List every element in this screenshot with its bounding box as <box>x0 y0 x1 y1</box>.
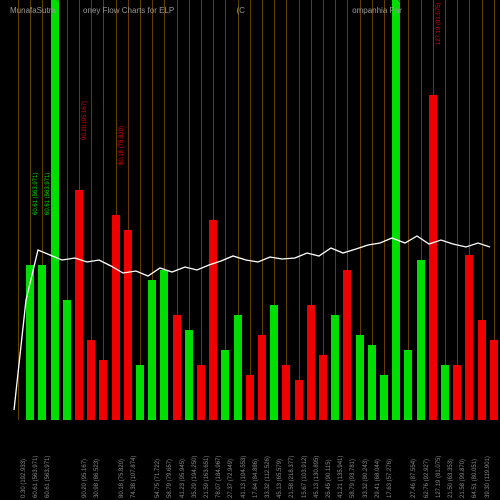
x-axis-label: 27.37 (72.949) <box>228 459 234 498</box>
chart-title: MunafaSutra oney Flow Charts for ELP (C … <box>0 6 500 15</box>
x-axis-label: 45.13 (130.895) <box>314 456 320 498</box>
x-axis-label: 60.61 (563.971) <box>45 456 51 498</box>
x-axis-label: 62.76 (92.927) <box>424 459 430 498</box>
x-axis-label: 74.38 (107.874) <box>131 456 137 498</box>
x-axis-label: 58.79 (79.657) <box>167 459 173 498</box>
x-axis-label: 25.45 (90.115) <box>326 459 332 498</box>
x-axis-label: 33.32 (112.526) <box>265 456 271 498</box>
x-axis-label: 41.13 (104.553) <box>241 456 247 498</box>
bar-note: 238.78 (160.657) <box>58 0 64 2</box>
x-axis-label: 127.19 (81.075) <box>436 456 442 498</box>
x-axis-label: 39.30 (119.901) <box>485 456 491 498</box>
x-axis-label: 35.29 (194.250) <box>192 456 198 498</box>
x-axis-label: 58.79 (93.781) <box>350 459 356 498</box>
bar-note: 60.61 (563.971) <box>33 173 39 215</box>
overlay-line <box>0 0 500 420</box>
x-axis-label: 54.75 (71.722) <box>155 459 161 498</box>
bar-note: 238.78 (89.328) <box>399 0 405 2</box>
chart-container: MunafaSutra oney Flow Charts for ELP (C … <box>0 0 500 500</box>
x-axis-label: 90.20 (95.167) <box>82 459 88 498</box>
x-axis-label: 27.46 (87.554) <box>411 459 417 498</box>
x-axis-label: 17.64 (84.886) <box>253 459 259 498</box>
bar-note: 80.18 (75.820) <box>119 126 125 165</box>
x-axis-label: 45.13 (65.579) <box>277 459 283 498</box>
x-axis-label: 60.61 (563.971) <box>33 456 39 498</box>
x-axis-label: 21.58 (218.377) <box>289 456 295 498</box>
x-axis-label: 21.59 (163.651) <box>204 456 210 498</box>
x-axis-label: 33.32 (80.243) <box>363 459 369 498</box>
bar-note: 90.20 (95.167) <box>82 101 88 140</box>
x-axis-label: 21.58 (99.870) <box>460 459 466 498</box>
x-axis-labels: 0.30 (192.933) 60.61 (563.971) 60.61 (563.… <box>0 420 500 500</box>
x-axis-label: 17.63 (57.276) <box>387 459 393 498</box>
plot-area: 60.61 (563.971) 60.61 (563.971) 238.78 (16… <box>0 0 500 420</box>
bar-note: 60.61 (563.971) <box>45 173 51 215</box>
x-axis-label: 21.50 (63.353) <box>448 459 454 498</box>
x-axis-label: 41.23 (95.945) <box>180 459 186 498</box>
x-axis-label: 15.67 (103.912) <box>302 456 308 498</box>
x-axis-label: 78.07 (184.967) <box>216 456 222 498</box>
x-axis-label: 41.21 (135.941) <box>338 456 344 498</box>
x-axis-label: 30.98 (86.523) <box>94 459 100 498</box>
x-axis-label: 29.41 (68.044) <box>375 459 381 498</box>
x-axis-label: 80.18 (75.820) <box>119 459 125 498</box>
x-axis-label: 0.30 (192.933) <box>21 459 27 498</box>
x-axis-label: 64.51 (80.051) <box>472 459 478 498</box>
